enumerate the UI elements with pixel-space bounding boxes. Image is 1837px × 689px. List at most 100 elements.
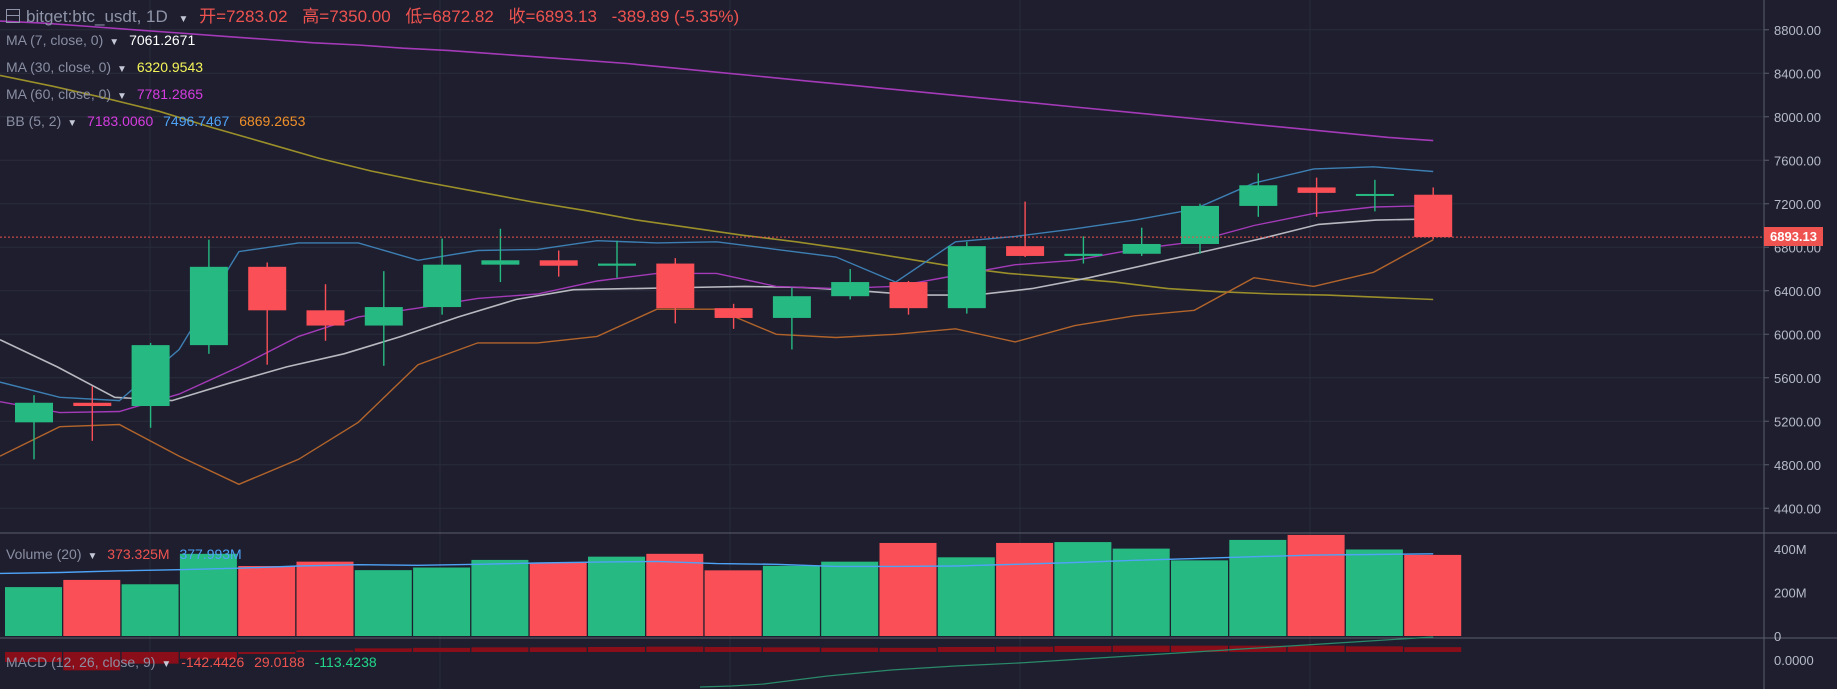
volume-tick-label: 200M [1774,586,1807,601]
macd-hist-bar [1171,645,1228,652]
candle-body [306,310,345,326]
ma60-label[interactable]: MA (60, close, 0) [6,86,112,102]
ma30-value: 6320.9543 [136,59,204,75]
volume-bar [588,556,645,636]
volume-bar [121,584,179,636]
candle-body [1297,187,1336,193]
macd-hist-bar [996,646,1054,652]
macd-hist-bar [1054,646,1112,652]
volume-ma-line [0,553,1434,575]
ma30-line [0,74,1434,301]
macd-hist-bar [5,652,62,662]
macd-hist-bar [121,652,179,664]
price-tick-label: 5200.00 [1774,414,1821,429]
ma60-line [0,20,1434,142]
macd-hist-bar [296,650,354,652]
volume-tick-label: 400M [1774,542,1807,557]
symbol-dropdown-icon[interactable]: ▼ [178,14,189,25]
macd-tick-label: 0.0000 [1774,653,1814,668]
symbol-label[interactable]: bitget:btc_usdt, 1D [26,7,168,26]
candle-body [1355,193,1394,196]
volume-bar [879,542,937,636]
volume-bar [821,561,879,636]
volume-bar [1112,548,1170,636]
volume-dropdown-icon[interactable]: ▼ [87,551,98,562]
volume-ma-value: 377.993M [179,546,242,562]
volume-value: 373.325M [107,546,170,562]
macd-hist-bar [821,647,879,652]
volume-bar [471,559,529,636]
volume-bar [996,542,1054,636]
candle-body [131,345,170,407]
ma7-legend[interactable]: MA (7, close, 0) ▼ 7061.2671 [6,32,201,48]
macd-hist-bar [529,647,587,652]
change-value: -389.89 (-5.35%) [611,7,740,26]
open-value: 7283.02 [226,7,288,26]
volume-bar [238,566,296,636]
macd-hist-bar [1229,645,1287,652]
macd-hist-bar [413,647,471,652]
candle-body [73,402,112,407]
macd-hist-bar [646,646,704,652]
volume-bar [1404,554,1462,636]
candle-body [1122,243,1161,254]
candle-body [364,307,403,326]
candle-body [15,402,53,423]
macd-hist-bar [1404,647,1462,652]
macd-hist-bar [762,647,820,652]
bb-legend[interactable]: BB (5, 2) ▼ 7183.0060 7496.7467 6869.2653 [6,113,311,129]
macd-signal-line [699,636,1434,688]
ma60-dropdown-icon[interactable]: ▼ [117,91,127,102]
ma30-label[interactable]: MA (30, close, 0) [6,59,112,75]
candle-body [1006,246,1045,256]
volume-label[interactable]: Volume (20) [6,546,82,562]
symbol-header: bitget:btc_usdt, 1D ▼ 开=7283.02 高=7350.0… [6,2,745,27]
volume-bar [5,587,62,636]
ma30-legend[interactable]: MA (30, close, 0) ▼ 6320.9543 [6,59,209,75]
price-tick-label: 8000.00 [1774,110,1821,125]
low-label: 低= [405,7,433,26]
volume-legend[interactable]: Volume (20) ▼ 373.325M 377.993M [6,546,248,562]
candle-body [772,296,811,318]
macd-label[interactable]: MACD (12, 26, close, 9) [6,654,156,670]
last-price-tag: 6893.13 [1764,227,1823,247]
macd-hist-bar [937,647,995,652]
ma7-label[interactable]: MA (7, close, 0) [6,32,104,48]
ma7-value: 7061.2671 [129,32,196,48]
macd-hist-bar [704,647,762,652]
price-tick-label: 8800.00 [1774,23,1821,38]
macd-hist-bar [471,647,529,652]
bb-value-upper: 7496.7467 [163,113,230,129]
macd-legend[interactable]: MACD (12, 26, close, 9) ▼ -142.4426 29.01… [6,654,383,670]
candle-body [947,246,986,309]
macd-hist-bar [1287,645,1345,652]
open-label: 开= [199,7,227,26]
bb-value-lower: 6869.2653 [239,113,306,129]
price-tick-label: 7200.00 [1774,197,1821,212]
close-value: 6893.13 [535,7,597,26]
ma30-dropdown-icon[interactable]: ▼ [117,64,127,75]
bb-dropdown-icon[interactable]: ▼ [67,118,78,129]
low-value: 6872.82 [432,7,494,26]
candle-body [656,263,695,309]
ma60-value: 7781.2865 [136,86,204,102]
bb-label[interactable]: BB (5, 2) [6,113,62,129]
candle-body [1064,253,1103,256]
high-label: 高= [302,7,330,26]
volume-bar [1171,560,1228,636]
macd-hist-bar [63,652,121,671]
volume-bar [296,561,354,636]
volume-bar [704,570,762,636]
macd-dropdown-icon[interactable]: ▼ [161,659,172,670]
volume-bar [179,553,237,636]
ma7-dropdown-icon[interactable]: ▼ [109,37,120,48]
price-tick-label: 4400.00 [1774,501,1821,516]
ma60-legend[interactable]: MA (60, close, 0) ▼ 7781.2865 [6,86,209,102]
volume-bar [354,570,412,636]
volume-bar [646,553,704,636]
collapse-icon[interactable] [6,9,20,23]
ma7-line [0,218,1434,402]
macd-hist-value: -142.4426 [181,654,245,670]
macd-hist-bar [1345,646,1403,652]
